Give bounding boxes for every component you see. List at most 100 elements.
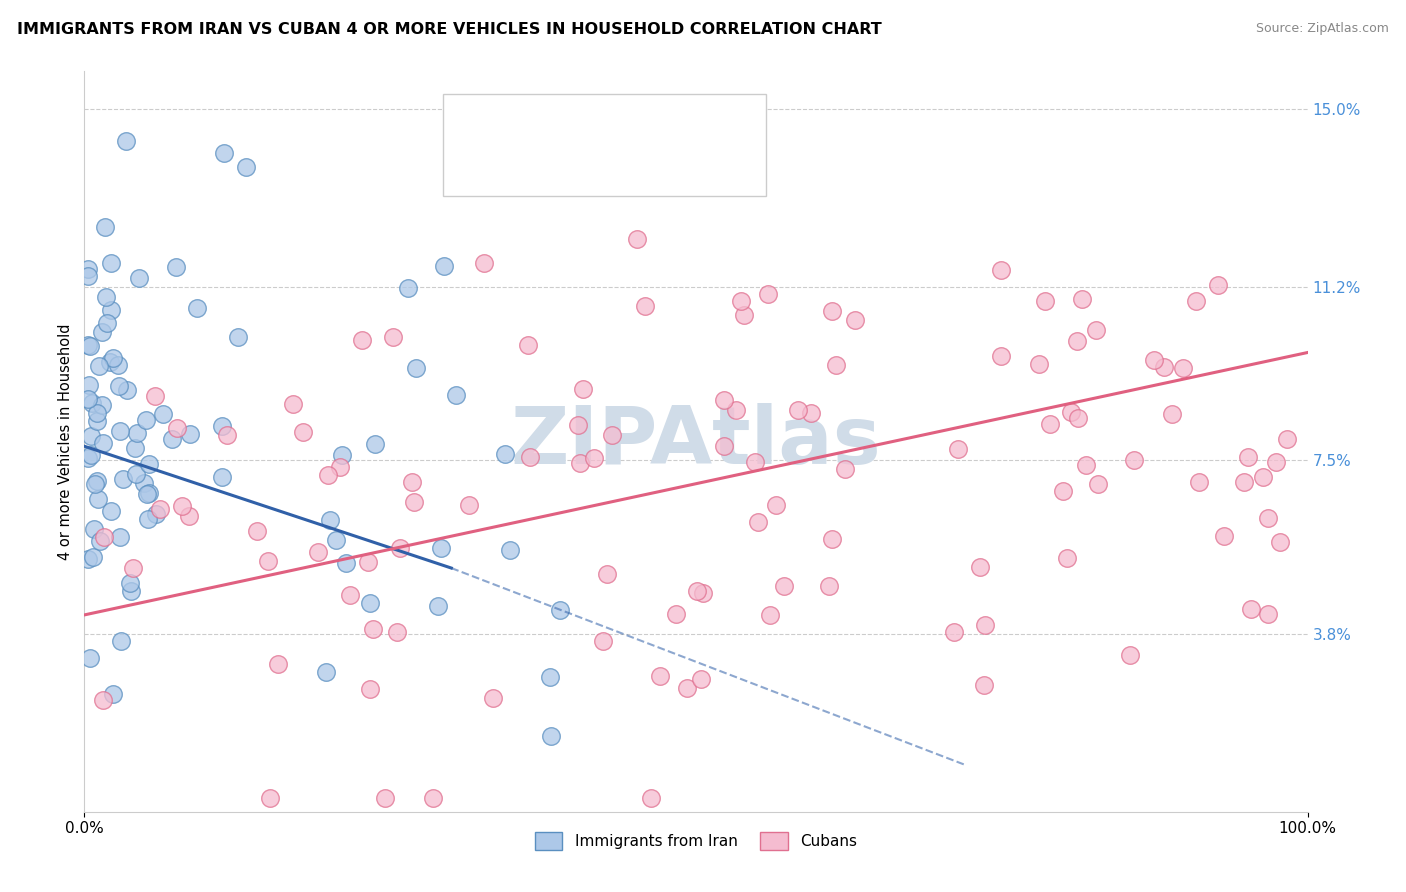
Point xyxy=(283,397,305,411)
Point xyxy=(758,607,780,622)
Point xyxy=(786,403,808,417)
Point xyxy=(730,293,752,308)
Point xyxy=(110,530,132,544)
Point xyxy=(422,790,444,805)
Point xyxy=(572,382,595,396)
Point xyxy=(259,790,281,805)
Point xyxy=(124,441,146,455)
Point xyxy=(817,579,839,593)
Text: R =: R = xyxy=(496,154,526,169)
Point xyxy=(172,500,194,514)
Point xyxy=(765,498,787,512)
Point xyxy=(519,450,541,464)
Point xyxy=(844,312,866,326)
Point xyxy=(136,511,159,525)
Point xyxy=(772,579,794,593)
Point xyxy=(498,542,520,557)
Point xyxy=(990,263,1012,277)
Point xyxy=(1239,602,1261,616)
Point xyxy=(626,232,648,246)
Point xyxy=(685,583,707,598)
Point xyxy=(86,414,108,428)
Point xyxy=(429,541,451,555)
Point xyxy=(121,561,143,575)
Point xyxy=(713,392,735,407)
Point xyxy=(405,361,427,376)
Point xyxy=(80,449,103,463)
Point xyxy=(387,624,409,639)
Point xyxy=(364,437,387,451)
Point xyxy=(1143,353,1166,368)
Point xyxy=(77,338,100,352)
Text: IMMIGRANTS FROM IRAN VS CUBAN 4 OR MORE VEHICLES IN HOUSEHOLD CORRELATION CHART: IMMIGRANTS FROM IRAN VS CUBAN 4 OR MORE … xyxy=(17,22,882,37)
Point xyxy=(359,596,381,610)
Point xyxy=(177,508,200,523)
Point xyxy=(834,462,856,476)
Point xyxy=(166,421,188,435)
Point xyxy=(494,447,516,461)
Point xyxy=(246,524,269,538)
Point xyxy=(592,633,614,648)
Text: ■: ■ xyxy=(460,153,477,170)
Point xyxy=(128,271,150,285)
Point xyxy=(211,470,233,484)
Text: -0.239: -0.239 xyxy=(546,112,603,126)
Point xyxy=(257,554,280,568)
Point xyxy=(1188,475,1211,489)
Point xyxy=(212,146,235,161)
Point xyxy=(357,555,380,569)
Point xyxy=(165,260,187,275)
Point xyxy=(77,451,100,466)
Point xyxy=(86,406,108,420)
Point xyxy=(583,450,606,465)
Point xyxy=(266,657,288,672)
Point xyxy=(120,576,142,591)
Point xyxy=(359,681,381,696)
Text: N=: N= xyxy=(633,154,658,169)
Point xyxy=(307,545,329,559)
Point xyxy=(114,134,136,148)
Point xyxy=(692,586,714,600)
Point xyxy=(1237,450,1260,464)
Point xyxy=(974,617,997,632)
Point xyxy=(87,359,110,374)
Point xyxy=(1118,648,1140,662)
Point xyxy=(335,557,357,571)
Point xyxy=(125,426,148,441)
Point xyxy=(91,435,114,450)
Point xyxy=(100,303,122,318)
Point xyxy=(1232,475,1254,489)
Point xyxy=(516,337,538,351)
Point xyxy=(111,472,134,486)
Point xyxy=(596,567,619,582)
Point xyxy=(1206,278,1229,293)
Point xyxy=(540,729,562,743)
Point xyxy=(217,428,239,442)
Point xyxy=(713,438,735,452)
Point xyxy=(1153,360,1175,375)
Point xyxy=(98,355,121,369)
Point xyxy=(747,515,769,529)
Point xyxy=(100,256,122,270)
Point xyxy=(1161,407,1184,421)
Point xyxy=(969,559,991,574)
Point xyxy=(825,358,848,372)
Text: Source: ZipAtlas.com: Source: ZipAtlas.com xyxy=(1256,22,1389,36)
Y-axis label: 4 or more Vehicles in Household: 4 or more Vehicles in Household xyxy=(58,323,73,560)
Point xyxy=(101,687,124,701)
Point xyxy=(145,507,167,521)
Point xyxy=(89,534,111,549)
Point xyxy=(330,448,353,462)
Point xyxy=(548,602,571,616)
Point xyxy=(152,407,174,421)
Point xyxy=(329,459,352,474)
Point xyxy=(1257,511,1279,525)
Point xyxy=(110,633,132,648)
Point xyxy=(675,681,697,696)
Point xyxy=(569,457,592,471)
Point xyxy=(79,339,101,353)
Text: ZIPAtlas: ZIPAtlas xyxy=(510,402,882,481)
Point xyxy=(319,513,342,527)
Point xyxy=(1071,293,1094,307)
Point xyxy=(1277,432,1299,446)
